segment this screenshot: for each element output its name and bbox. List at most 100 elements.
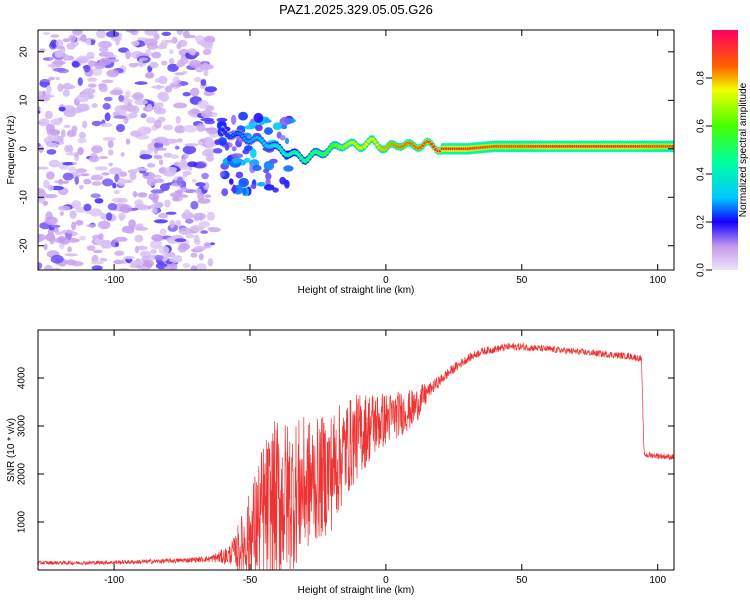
spectral-noise-blob xyxy=(125,50,131,60)
spectral-noise-blob xyxy=(43,243,48,251)
spectral-noise-blob xyxy=(200,230,209,234)
spectral-noise-blob xyxy=(118,212,126,220)
spectral-noise-blob xyxy=(80,173,90,177)
spectral-noise-blob xyxy=(124,255,135,260)
spectral-noise-blob xyxy=(186,34,196,39)
spectral-noise-blob xyxy=(91,120,103,127)
spectral-noise-blob xyxy=(193,234,200,243)
spectral-noise-blob xyxy=(182,173,188,178)
spectrogram-x-tick-label: 0 xyxy=(383,275,389,286)
spectral-noise-blob xyxy=(38,233,44,243)
spectral-noise-blob xyxy=(91,174,104,181)
spectral-noise-blob xyxy=(96,30,106,39)
spectral-noise-blob xyxy=(204,119,216,125)
spectral-noise-blob xyxy=(58,178,64,185)
spectral-noise-blob xyxy=(184,189,196,194)
spectral-noise-blob xyxy=(130,40,140,46)
spectral-noise-blob xyxy=(204,242,211,247)
spectral-noise-blob xyxy=(169,256,183,263)
spectral-noise-blob xyxy=(153,33,160,40)
spectral-noise-blob xyxy=(154,254,164,261)
spectral-transition-blob xyxy=(238,111,249,121)
spectral-transition-blob xyxy=(235,171,244,179)
spectral-noise-blob xyxy=(94,62,106,69)
spectral-noise-blob xyxy=(49,57,54,61)
spectral-noise-blob xyxy=(176,176,184,186)
spectral-noise-blob xyxy=(91,265,103,270)
spectral-transition-blob xyxy=(232,184,237,194)
spectral-noise-blob xyxy=(166,236,180,244)
snr-y-tick-label: 2000 xyxy=(17,462,28,485)
spectral-transition-blob xyxy=(255,124,263,132)
spectral-noise-blob xyxy=(137,37,148,41)
spectral-noise-blob xyxy=(46,142,59,148)
spectrogram-x-axis: -100 -50 0 50 100 xyxy=(104,30,666,286)
spectral-noise-blob xyxy=(44,110,53,120)
spectral-noise-blob xyxy=(99,257,108,262)
spectral-noise-blob xyxy=(177,244,187,253)
spectral-noise-blob xyxy=(202,48,212,56)
spectral-noise-blob xyxy=(176,79,181,84)
snr-x-label: Height of straight line (km) xyxy=(298,585,415,596)
spectral-noise-blob xyxy=(141,259,154,268)
spectral-noise-blob xyxy=(167,63,179,72)
spectral-noise-blob xyxy=(44,94,55,98)
spectral-noise-blob xyxy=(207,227,215,231)
spectral-transition-blob xyxy=(264,127,273,135)
spectral-transition-blob xyxy=(231,157,242,164)
spectral-noise-blob xyxy=(109,89,124,96)
spectral-noise-blob xyxy=(88,155,100,163)
spectral-noise-blob xyxy=(207,157,213,161)
spectral-noise-blob xyxy=(65,152,78,156)
snr-x-axis: -100 -50 0 50 100 xyxy=(104,330,666,586)
spectral-noise-blob xyxy=(154,141,164,149)
spectral-noise-blob xyxy=(118,94,124,102)
spectral-transition-blob xyxy=(231,114,237,125)
spectral-transition-blob xyxy=(253,112,264,123)
spectral-noise-blob xyxy=(197,100,209,109)
colorbar-ticks: 0.0 0.2 0.4 0.6 0.8 xyxy=(696,71,712,277)
snr-y-tick-label: 1000 xyxy=(17,510,28,533)
spectral-noise-blob xyxy=(85,210,99,215)
spectral-noise-blob xyxy=(120,152,125,157)
spectral-noise-blob xyxy=(193,212,206,221)
figure-title: PAZ1.2025.329.05.05.G26 xyxy=(279,2,433,17)
spectral-transition-blob xyxy=(229,178,234,185)
snr-y-label: SNR (10 * v/v) xyxy=(6,418,17,482)
spectral-noise-blob xyxy=(78,131,86,139)
spectral-noise-blob xyxy=(83,64,91,73)
snr-x-tick-label: 100 xyxy=(649,575,666,586)
spectral-noise-blob xyxy=(138,59,144,68)
spectral-noise-blob xyxy=(77,77,83,86)
spectral-noise-blob xyxy=(104,112,111,122)
spectral-noise-blob xyxy=(187,48,196,55)
spectral-transition-blob xyxy=(243,157,251,163)
spectral-noise-blob xyxy=(144,30,158,36)
spectral-noise-blob xyxy=(66,229,72,235)
spectral-noise-blob xyxy=(174,145,180,150)
spectral-noise-blob xyxy=(118,47,129,53)
spectral-noise-blob xyxy=(85,39,92,46)
spectral-noise-blob xyxy=(63,82,72,90)
spectral-noise-blob xyxy=(46,85,52,94)
spectral-noise-blob xyxy=(200,110,213,118)
spectral-noise-blob xyxy=(134,167,149,171)
spectral-noise-blob xyxy=(48,76,55,81)
snr-frame xyxy=(37,329,675,571)
spectral-ridge-core xyxy=(384,147,388,151)
spectral-ridge-core xyxy=(305,157,310,161)
colorbar: 0.0 0.2 0.4 0.6 0.8 Normalized spectral ampl… xyxy=(696,30,749,277)
spectral-noise-blob xyxy=(178,227,192,235)
spectrogram-y-tick-label: -20 xyxy=(19,238,30,253)
spectral-noise-blob xyxy=(52,67,66,72)
spectrogram-x-tick-label: 100 xyxy=(649,275,666,286)
colorbar-gradient xyxy=(712,30,738,270)
spectral-transition-blob xyxy=(216,117,228,122)
spectral-noise-blob xyxy=(159,228,167,236)
spectral-noise-blob xyxy=(180,158,187,168)
spectral-noise-blob xyxy=(152,196,159,204)
spectral-noise-blob xyxy=(159,183,170,192)
spectral-noise-blob xyxy=(151,208,158,214)
spectral-noise-blob xyxy=(198,220,211,228)
spectral-noise-blob xyxy=(71,61,80,68)
